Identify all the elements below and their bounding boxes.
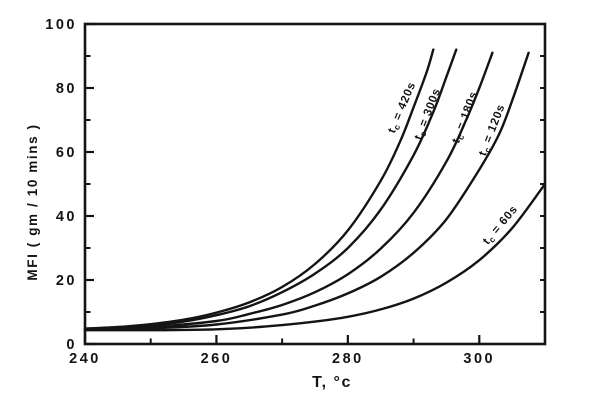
x-tick-label: 260	[201, 351, 233, 367]
y-tick-label: 80	[56, 81, 77, 97]
curve-tc-60s	[83, 182, 547, 332]
y-tick-label: 20	[56, 273, 77, 289]
curve-tc-180s	[83, 51, 494, 331]
svg-text:tc = 180s: tc = 180s	[450, 90, 481, 146]
tick-labels: 240 260 280 300 0 20 40 60 80 100	[45, 17, 495, 367]
y-tick-label: 0	[66, 337, 77, 353]
data-curves	[83, 48, 547, 332]
axis-ticks	[83, 22, 547, 346]
y-tick-label: 100	[45, 17, 77, 33]
y-tick-label: 40	[56, 209, 77, 225]
x-tick-label: 300	[463, 351, 495, 367]
curve-tc-120s	[83, 51, 530, 332]
x-tick-label: 280	[332, 351, 364, 367]
x-axis-title: T, °c	[312, 374, 352, 391]
curve-label-tc-180s: tc = 180s	[450, 90, 481, 146]
curve-label-tc-120s: tc = 120s	[477, 103, 509, 159]
curve-label-tc-420s: tc = 420s	[386, 80, 420, 135]
svg-text:tc = 420s: tc = 420s	[386, 80, 420, 135]
svg-text:tc = 120s: tc = 120s	[477, 103, 509, 159]
y-tick-label: 60	[56, 145, 77, 161]
plot-border	[83, 22, 547, 346]
x-tick-label: 240	[69, 351, 101, 367]
curve-tc-300s	[83, 48, 458, 331]
y-axis-title: MFI ( gm / 10 mins )	[25, 123, 40, 280]
curve-tc-420s	[83, 48, 435, 330]
